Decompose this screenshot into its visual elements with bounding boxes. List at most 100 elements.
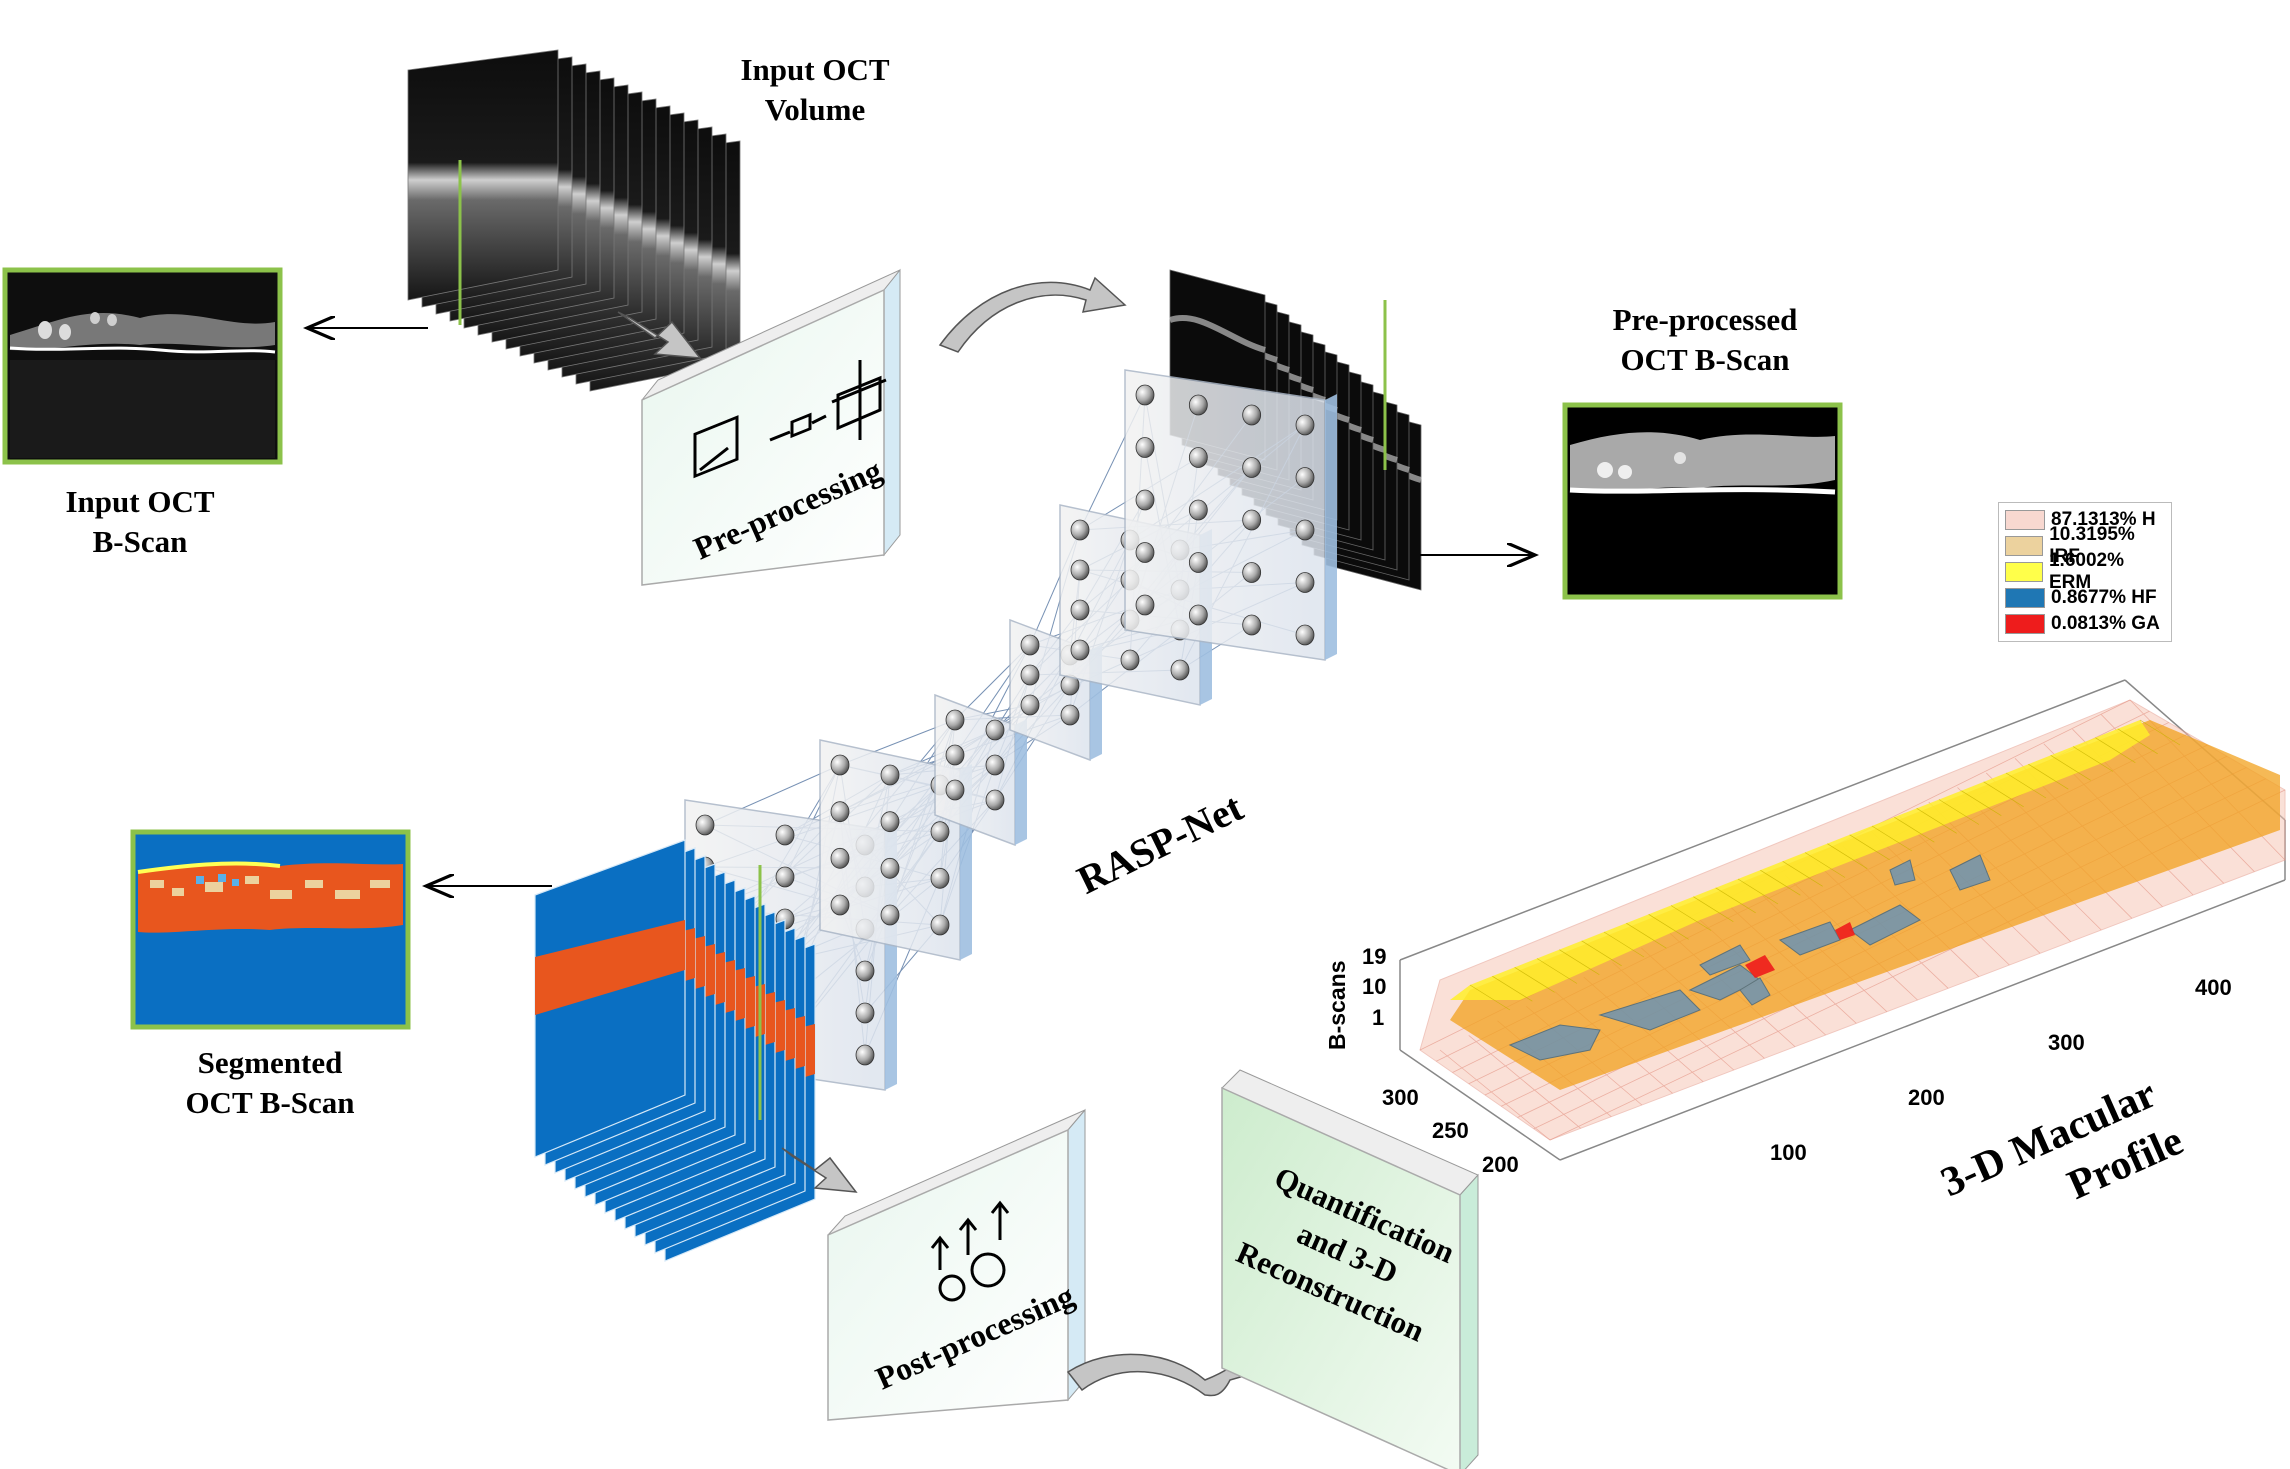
- input-volume-label: Input OCT Volume: [715, 50, 915, 129]
- net-node: [930, 867, 950, 889]
- erm-mesh-line: [1961, 790, 2002, 816]
- legend-swatch: [2005, 588, 2045, 608]
- erm-mesh-line: [2117, 728, 2158, 755]
- legend-label: 10.3195% IRF: [2049, 524, 2135, 567]
- erm-mesh-line: [1737, 878, 1779, 905]
- net-node: [1242, 614, 1262, 636]
- legend-label: 0.0813% GA: [2051, 613, 2160, 634]
- net-node: [1188, 552, 1208, 573]
- input-bscan-image: [2, 267, 283, 465]
- panel-face: [1124, 369, 1326, 661]
- mesh-line: [1468, 1035, 1581, 1129]
- segmented-slice: [534, 839, 686, 1158]
- erm-mesh-line: [1603, 931, 1645, 958]
- net-node: [1135, 594, 1155, 616]
- segmented-bscan-label: Segmented OCT B-Scan: [145, 1043, 395, 1122]
- net-node: [855, 1044, 875, 1066]
- preprocessing-box: [641, 268, 901, 586]
- net-node: [1295, 519, 1315, 541]
- erm-mesh-line: [1827, 843, 1868, 869]
- erm-mesh-line: [2139, 719, 2181, 746]
- erm-mesh-line: [1894, 816, 1935, 843]
- net-node: [775, 824, 795, 846]
- net-layer-panel: [934, 693, 1027, 847]
- erm-mesh-line: [2005, 772, 2047, 799]
- legend-label: 0.8677% HF: [2051, 587, 2157, 608]
- legend-swatch: [2005, 536, 2044, 556]
- erm-mesh-line: [1670, 905, 1712, 931]
- erm-mesh-line: [1938, 799, 1980, 825]
- mesh-line: [1439, 1049, 1551, 1141]
- net-node: [1242, 457, 1262, 478]
- net-node: [880, 764, 900, 786]
- net-node: [1242, 404, 1262, 426]
- input-bscan-label-line1: Input OCT: [65, 484, 215, 519]
- erm-mesh-line: [1514, 967, 1555, 993]
- legend-item: 10.3195% IRF: [2005, 524, 2165, 567]
- net-node: [1020, 694, 1040, 716]
- net-node: [1295, 624, 1315, 646]
- net-node: [1060, 704, 1080, 726]
- net-node: [1135, 384, 1155, 406]
- x-tick: 100: [1770, 1140, 1807, 1165]
- net-node: [830, 847, 850, 869]
- net-node: [1242, 509, 1262, 531]
- erm-mesh-line: [1782, 861, 1823, 887]
- z-tick: 1: [1372, 1005, 1385, 1030]
- preprocessed-bscan-label: Pre-processed OCT B-Scan: [1555, 300, 1855, 379]
- gear-arrows-icon: [930, 1200, 1010, 1302]
- crop-icon: [693, 415, 739, 479]
- net-node: [945, 744, 965, 766]
- net-node: [1170, 659, 1190, 681]
- net-node: [945, 779, 965, 801]
- x-tick: 400: [2195, 975, 2232, 1000]
- net-node: [945, 709, 965, 731]
- retina-layer: [1169, 315, 1266, 353]
- net-node: [930, 821, 950, 843]
- net-node: [1242, 562, 1262, 583]
- segmented-volume: [534, 839, 816, 1262]
- segmented-label-line1: Segmented: [197, 1045, 343, 1080]
- x-tick: 200: [1908, 1085, 1945, 1110]
- net-node: [695, 814, 715, 836]
- block-arrow-to-preprocessing: [617, 311, 702, 359]
- z-tick: 19: [1362, 944, 1387, 969]
- net-layer-panel: [1124, 369, 1337, 661]
- curved-arrow-to-preprocessed-volume: [938, 276, 1127, 353]
- net-node: [1070, 599, 1090, 621]
- erm-mesh-line: [2050, 755, 2091, 781]
- legend-label: 87.1313% H: [2051, 509, 2156, 530]
- preprocessed-label-line2: OCT B-Scan: [1620, 341, 1790, 377]
- legend-item: 0.0813% GA: [2005, 611, 2165, 637]
- legend-item: 1.6002% ERM: [2005, 550, 2165, 593]
- postprocessing-box: [827, 1108, 1086, 1421]
- volume-slice: [407, 49, 559, 301]
- net-node: [1295, 572, 1315, 593]
- y-tick: 300: [1382, 1085, 1419, 1110]
- segmented-bscan-image: [130, 829, 411, 1030]
- z-tick: 10: [1362, 974, 1387, 999]
- plot-legend: 87.1313% H 10.3195% IRF 1.6002% ERM 0.86…: [1998, 502, 2172, 642]
- net-node: [1188, 394, 1208, 416]
- net-node: [1070, 559, 1090, 581]
- denoise-icon: [769, 412, 827, 442]
- panel-edge: [1325, 394, 1337, 660]
- erm-mesh-line: [1492, 975, 1533, 1002]
- flatten-icon: [831, 360, 887, 440]
- erm-mesh-line: [1626, 922, 1667, 949]
- erm-mesh-line: [1760, 869, 1801, 896]
- net-node: [1135, 489, 1155, 511]
- net-node: [775, 866, 795, 888]
- net-node: [1188, 447, 1208, 468]
- erm-mesh-line: [1536, 958, 1578, 984]
- input-volume-label-line2: Volume: [764, 91, 866, 127]
- legend-item: 87.1313% H: [2005, 507, 2165, 533]
- net-node: [1120, 649, 1140, 671]
- net-node: [930, 914, 950, 936]
- erm-mesh-line: [1849, 834, 1890, 861]
- net-node: [1295, 467, 1315, 488]
- segmented-layer: [535, 920, 685, 1015]
- erm-mesh-line: [1983, 781, 2024, 808]
